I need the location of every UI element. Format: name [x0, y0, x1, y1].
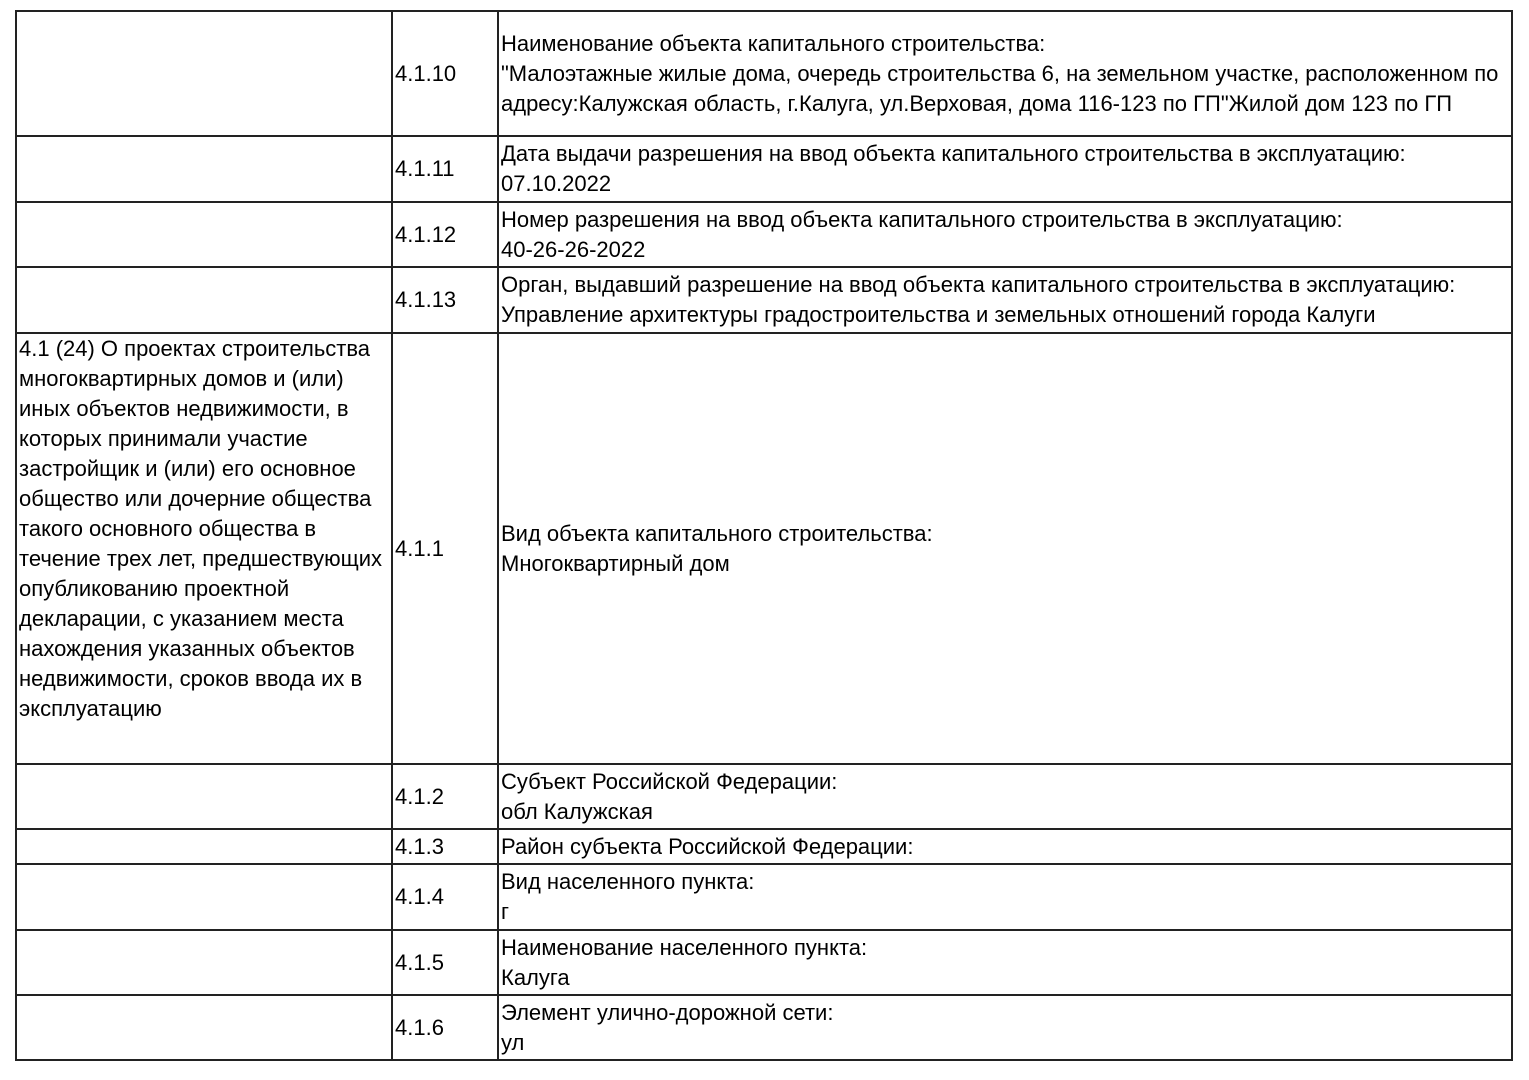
item-number: 4.1.6: [391, 994, 499, 1061]
item-number: 4.1.10: [391, 10, 499, 137]
table-row: 4.1.12 Номер разрешения на ввод объекта …: [15, 201, 1513, 268]
item-content: Субъект Российской Федерации: обл Калужск…: [497, 763, 1513, 830]
table-row: 4.1.4 Вид населенного пункта: г: [15, 863, 1513, 931]
section-cell: [15, 10, 393, 137]
item-number: 4.1.11: [391, 135, 499, 203]
item-number: 4.1.1: [391, 332, 499, 765]
item-number: 4.1.13: [391, 266, 499, 334]
table-row: 4.1.3 Район субъекта Российской Федераци…: [15, 828, 1513, 865]
item-value: г: [501, 899, 510, 924]
item-label: Дата выдачи разрешения на ввод объекта к…: [501, 141, 1406, 166]
section-cell: [15, 929, 393, 996]
declaration-table: 4.1.10 Наименование объекта капитального…: [15, 10, 1513, 1061]
item-number: 4.1.12: [391, 201, 499, 268]
item-label: Элемент улично-дорожной сети:: [501, 999, 834, 1025]
table-row: 4.1.2 Субъект Российской Федерации: обл К…: [15, 763, 1513, 830]
item-label: Район субъекта Российской Федерации:: [501, 833, 914, 859]
item-label: Орган, выдавший разрешение на ввод объек…: [501, 272, 1456, 297]
item-label: Номер разрешения на ввод объекта капитал…: [501, 206, 1343, 232]
item-content: Район субъекта Российской Федерации:: [497, 828, 1513, 865]
item-content: Орган, выдавший разрешение на ввод объек…: [497, 266, 1513, 334]
item-label: Наименование объекта капитального строит…: [501, 30, 1046, 56]
item-content: Номер разрешения на ввод объекта капитал…: [497, 201, 1513, 268]
table-row: 4.1 (24) О проектах строительства многок…: [15, 332, 1513, 765]
section-cell: [15, 994, 393, 1061]
item-label: Наименование населенного пункта:: [501, 934, 868, 960]
item-content: Элемент улично-дорожной сети: ул: [497, 994, 1513, 1061]
table-row: 4.1.11 Дата выдачи разрешения на ввод об…: [15, 135, 1513, 203]
item-label: Вид населенного пункта:: [501, 869, 755, 894]
item-number: 4.1.3: [391, 828, 499, 865]
table-row: 4.1.13 Орган, выдавший разрешение на вво…: [15, 266, 1513, 334]
table-row: 4.1.10 Наименование объекта капитального…: [15, 10, 1513, 137]
section-cell: [15, 135, 393, 203]
table-row: 4.1.5 Наименование населенного пункта: Ка…: [15, 929, 1513, 996]
section-cell: [15, 201, 393, 268]
item-value: "Малоэтажные жилые дома, очередь строите…: [501, 60, 1499, 116]
item-value: Калуга: [501, 964, 570, 990]
item-number: 4.1.5: [391, 929, 499, 996]
section-cell: [15, 763, 393, 830]
item-label: Субъект Российской Федерации:: [501, 768, 838, 794]
item-label: Вид объекта капитального строительства:: [501, 520, 933, 546]
item-number: 4.1.2: [391, 763, 499, 830]
table-row: 4.1.6 Элемент улично-дорожной сети: ул: [15, 994, 1513, 1061]
item-number: 4.1.4: [391, 863, 499, 931]
item-value: 40-26-26-2022: [501, 236, 646, 262]
item-content: Наименование объекта капитального строит…: [497, 10, 1513, 137]
section-cell: [15, 266, 393, 334]
section-cell: [15, 863, 393, 931]
item-content: Вид объекта капитального строительства: М…: [497, 332, 1513, 765]
item-content: Вид населенного пункта: г: [497, 863, 1513, 931]
section-cell: [15, 828, 393, 865]
item-content: Наименование населенного пункта: Калуга: [497, 929, 1513, 996]
section-cell: 4.1 (24) О проектах строительства многок…: [15, 332, 393, 765]
item-value: Многоквартирный дом: [501, 550, 730, 576]
item-value: 07.10.2022: [501, 171, 612, 196]
item-value: ул: [501, 1029, 525, 1055]
item-value: Управление архитектуры градостроительств…: [501, 302, 1376, 327]
item-value: обл Калужская: [501, 798, 653, 824]
item-content: Дата выдачи разрешения на ввод объекта к…: [497, 135, 1513, 203]
